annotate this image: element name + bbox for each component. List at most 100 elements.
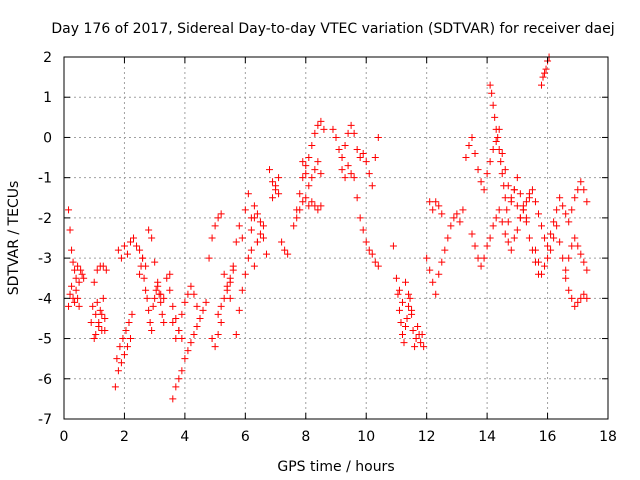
- data-point: [220, 270, 228, 278]
- data-point: [562, 210, 570, 218]
- data-point: [468, 133, 476, 141]
- data-point: [117, 359, 125, 367]
- y-tick-label: 0: [43, 130, 52, 146]
- data-point: [308, 141, 316, 149]
- data-point: [181, 298, 189, 306]
- data-point: [501, 194, 509, 202]
- data-point: [480, 186, 488, 194]
- data-point: [111, 383, 119, 391]
- data-point: [438, 210, 446, 218]
- data-point: [477, 262, 485, 270]
- data-point: [66, 226, 74, 234]
- data-point: [580, 258, 588, 266]
- data-point: [347, 170, 355, 178]
- data-point: [308, 174, 316, 182]
- data-point: [507, 246, 515, 254]
- data-point: [513, 202, 521, 210]
- data-point: [583, 266, 591, 274]
- data-point: [74, 294, 82, 302]
- data-point: [99, 294, 107, 302]
- data-point: [538, 222, 546, 230]
- data-point: [403, 314, 411, 322]
- data-point: [175, 327, 183, 335]
- data-point: [65, 302, 73, 310]
- data-point: [501, 230, 509, 238]
- data-point: [347, 121, 355, 129]
- data-point: [253, 210, 261, 218]
- data-point: [296, 190, 304, 198]
- data-point: [495, 206, 503, 214]
- data-point: [223, 282, 231, 290]
- data-point: [317, 170, 325, 178]
- y-tick-label: -7: [38, 412, 52, 428]
- data-point: [398, 331, 406, 339]
- data-point: [465, 141, 473, 149]
- data-point: [492, 125, 500, 133]
- data-points: [65, 53, 591, 403]
- data-point: [90, 335, 98, 343]
- data-point: [293, 214, 301, 222]
- data-point: [374, 133, 382, 141]
- data-point: [247, 226, 255, 234]
- data-point: [187, 339, 195, 347]
- data-point: [226, 274, 234, 282]
- data-point: [95, 318, 103, 326]
- data-point: [75, 278, 83, 286]
- data-point: [190, 290, 198, 298]
- data-point: [214, 331, 222, 339]
- data-point: [269, 194, 277, 202]
- data-point: [522, 214, 530, 222]
- data-point: [547, 246, 555, 254]
- data-point: [486, 234, 494, 242]
- data-point: [166, 286, 174, 294]
- data-point: [217, 210, 225, 218]
- data-point: [541, 262, 549, 270]
- data-point: [151, 258, 159, 266]
- data-point: [338, 154, 346, 162]
- data-point: [148, 234, 156, 242]
- data-point: [184, 347, 192, 355]
- data-point: [98, 327, 106, 335]
- x-tick-label: 14: [478, 429, 496, 445]
- data-point: [525, 194, 533, 202]
- data-point: [120, 351, 128, 359]
- data-point: [486, 158, 494, 166]
- data-point: [547, 230, 555, 238]
- data-point: [335, 146, 343, 154]
- data-point: [559, 254, 567, 262]
- data-point: [498, 218, 506, 226]
- data-point: [175, 375, 183, 383]
- data-point: [256, 218, 264, 226]
- data-point: [305, 202, 313, 210]
- data-point: [409, 327, 417, 335]
- data-point: [553, 222, 561, 230]
- data-point: [80, 274, 88, 282]
- data-point: [305, 154, 313, 162]
- data-point: [389, 242, 397, 250]
- data-point: [432, 290, 440, 298]
- data-point: [181, 355, 189, 363]
- data-point: [456, 218, 464, 226]
- data-point: [139, 254, 147, 262]
- data-point: [553, 206, 561, 214]
- x-tick-label: 18: [599, 429, 617, 445]
- data-point: [423, 254, 431, 262]
- data-point: [214, 214, 222, 222]
- data-point: [435, 202, 443, 210]
- data-point: [123, 250, 131, 258]
- data-point: [402, 278, 410, 286]
- data-point: [394, 290, 402, 298]
- data-point: [278, 238, 286, 246]
- data-point: [462, 154, 470, 162]
- data-point: [538, 81, 546, 89]
- data-point: [196, 314, 204, 322]
- data-point: [114, 246, 122, 254]
- data-point: [359, 150, 367, 158]
- data-point: [341, 141, 349, 149]
- data-point: [544, 242, 552, 250]
- data-point: [519, 202, 527, 210]
- data-point: [565, 254, 573, 262]
- data-point: [136, 270, 144, 278]
- data-point: [235, 306, 243, 314]
